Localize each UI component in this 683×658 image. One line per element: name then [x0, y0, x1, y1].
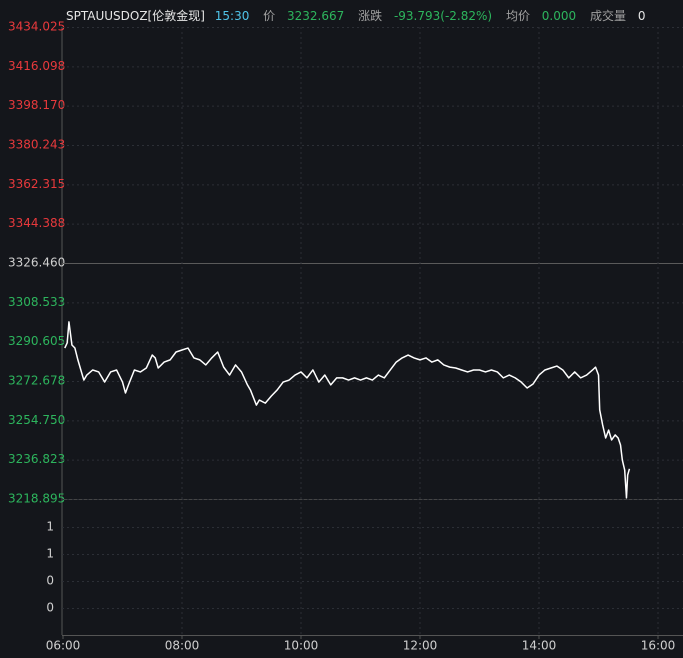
x-tick-label: 06:00: [46, 639, 81, 653]
volume-tick-label: 0: [46, 601, 54, 615]
y-tick-label: 3236.823: [8, 452, 65, 466]
y-tick-label: 3380.243: [8, 137, 65, 151]
x-tick-label: 08:00: [165, 639, 200, 653]
x-tick-label: 12:00: [403, 639, 438, 653]
y-tick-label: 3272.678: [8, 373, 65, 387]
price-label: 价: [263, 9, 275, 23]
time: 15:30: [215, 9, 250, 23]
change-label: 涨跌: [358, 8, 382, 23]
volume-label: 成交量: [590, 8, 626, 23]
y-tick-label: 3362.315: [8, 177, 65, 191]
volume-tick-label: 1: [46, 547, 54, 561]
x-tick-label: 10:00: [284, 639, 319, 653]
volume-tick-label: 1: [46, 520, 54, 534]
y-tick-label: 3308.533: [8, 295, 65, 309]
price: 3232.667: [287, 9, 344, 23]
change: -93.793: [394, 9, 440, 23]
y-tick-label: 3290.605: [8, 334, 65, 348]
x-tick-label: 16:00: [641, 639, 676, 653]
y-tick-label: 3344.388: [8, 216, 65, 230]
avg-label: 均价: [506, 9, 530, 23]
volume-tick-label: 0: [46, 574, 54, 588]
volume: 0: [638, 9, 646, 23]
symbol: SPTAUUSDOZ[伦敦金现]: [66, 8, 205, 23]
change-percent: (-2.82%): [440, 9, 492, 23]
y-tick-label: 3416.098: [8, 59, 65, 73]
y-tick-label: 3218.895: [8, 492, 65, 506]
y-tick-label: 3398.170: [8, 98, 65, 112]
y-tick-label: 3254.750: [8, 413, 65, 427]
y-tick-label: 3434.025: [8, 20, 65, 34]
y-tick-label: 3326.460: [8, 256, 65, 270]
chart-header: SPTAUUSDOZ[伦敦金现] 15:30 价 3232.667 涨跌 -93…: [66, 8, 645, 23]
price-line: [64, 321, 631, 499]
avg: 0.000: [542, 9, 576, 23]
x-tick-label: 14:00: [522, 639, 557, 653]
